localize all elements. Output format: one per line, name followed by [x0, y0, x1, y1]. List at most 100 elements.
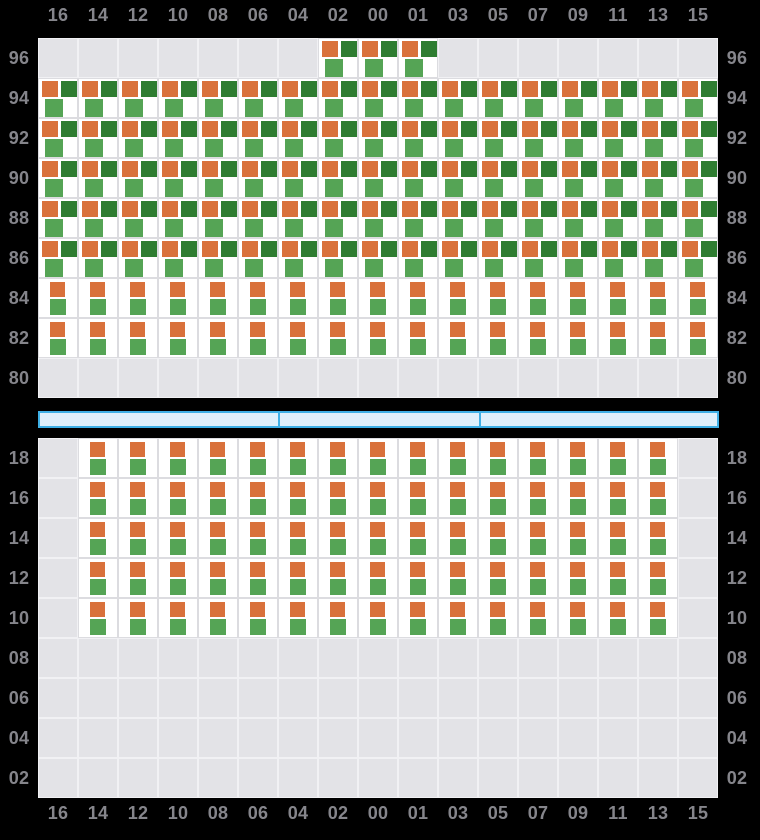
- bay-slot-occupied[interactable]: [118, 158, 158, 198]
- bay-slot-empty[interactable]: [118, 718, 158, 758]
- bay-slot-occupied[interactable]: [38, 118, 78, 158]
- bay-slot-empty[interactable]: [198, 638, 238, 678]
- bay-slot-occupied[interactable]: [398, 318, 438, 358]
- bay-slot-occupied[interactable]: [198, 278, 238, 318]
- bay-slot-occupied[interactable]: [518, 278, 558, 318]
- bay-slot-empty[interactable]: [438, 638, 478, 678]
- bay-slot-occupied[interactable]: [118, 238, 158, 278]
- bay-slot-occupied[interactable]: [238, 318, 278, 358]
- hatch-cover-segment[interactable]: [479, 411, 719, 428]
- bay-slot-occupied[interactable]: [398, 118, 438, 158]
- bay-slot-empty[interactable]: [358, 358, 398, 398]
- bay-slot-empty[interactable]: [38, 718, 78, 758]
- bay-slot-empty[interactable]: [238, 678, 278, 718]
- bay-slot-occupied[interactable]: [558, 438, 598, 478]
- bay-slot-empty[interactable]: [158, 678, 198, 718]
- bay-slot-empty[interactable]: [518, 358, 558, 398]
- bay-slot-occupied[interactable]: [238, 278, 278, 318]
- bay-slot-empty[interactable]: [678, 478, 718, 518]
- bay-slot-occupied[interactable]: [198, 118, 238, 158]
- bay-slot-occupied[interactable]: [518, 558, 558, 598]
- bay-slot-occupied[interactable]: [598, 118, 638, 158]
- bay-slot-occupied[interactable]: [438, 158, 478, 198]
- bay-slot-occupied[interactable]: [558, 478, 598, 518]
- bay-slot-empty[interactable]: [38, 558, 78, 598]
- bay-slot-empty[interactable]: [118, 358, 158, 398]
- bay-slot-occupied[interactable]: [118, 518, 158, 558]
- bay-slot-occupied[interactable]: [518, 118, 558, 158]
- bay-slot-empty[interactable]: [38, 358, 78, 398]
- bay-slot-occupied[interactable]: [238, 158, 278, 198]
- bay-slot-empty[interactable]: [598, 358, 638, 398]
- bay-slot-empty[interactable]: [518, 758, 558, 798]
- bay-slot-occupied[interactable]: [518, 238, 558, 278]
- bay-slot-occupied[interactable]: [438, 518, 478, 558]
- bay-slot-empty[interactable]: [158, 718, 198, 758]
- bay-slot-empty[interactable]: [158, 38, 198, 78]
- bay-slot-occupied[interactable]: [78, 318, 118, 358]
- hatch-cover-segment[interactable]: [278, 411, 481, 428]
- bay-slot-occupied[interactable]: [158, 78, 198, 118]
- bay-slot-occupied[interactable]: [158, 478, 198, 518]
- bay-slot-occupied[interactable]: [318, 438, 358, 478]
- bay-slot-empty[interactable]: [438, 758, 478, 798]
- bay-slot-occupied[interactable]: [518, 598, 558, 638]
- bay-slot-occupied[interactable]: [558, 78, 598, 118]
- bay-slot-occupied[interactable]: [318, 518, 358, 558]
- bay-slot-occupied[interactable]: [598, 278, 638, 318]
- bay-slot-empty[interactable]: [38, 678, 78, 718]
- bay-slot-occupied[interactable]: [478, 118, 518, 158]
- bay-slot-empty[interactable]: [478, 638, 518, 678]
- bay-slot-occupied[interactable]: [598, 518, 638, 558]
- bay-slot-occupied[interactable]: [398, 238, 438, 278]
- bay-slot-empty[interactable]: [558, 718, 598, 758]
- bay-slot-occupied[interactable]: [678, 318, 718, 358]
- bay-slot-empty[interactable]: [678, 558, 718, 598]
- bay-slot-occupied[interactable]: [158, 518, 198, 558]
- bay-slot-empty[interactable]: [38, 638, 78, 678]
- bay-slot-occupied[interactable]: [398, 518, 438, 558]
- bay-slot-occupied[interactable]: [198, 558, 238, 598]
- bay-slot-empty[interactable]: [518, 678, 558, 718]
- bay-slot-empty[interactable]: [278, 38, 318, 78]
- bay-slot-occupied[interactable]: [398, 598, 438, 638]
- bay-slot-occupied[interactable]: [558, 318, 598, 358]
- bay-slot-occupied[interactable]: [278, 118, 318, 158]
- bay-slot-empty[interactable]: [478, 718, 518, 758]
- bay-slot-occupied[interactable]: [38, 238, 78, 278]
- bay-slot-occupied[interactable]: [198, 238, 238, 278]
- bay-slot-occupied[interactable]: [238, 558, 278, 598]
- bay-slot-occupied[interactable]: [118, 118, 158, 158]
- bay-slot-occupied[interactable]: [438, 78, 478, 118]
- bay-slot-occupied[interactable]: [278, 438, 318, 478]
- bay-slot-occupied[interactable]: [358, 598, 398, 638]
- bay-slot-occupied[interactable]: [118, 478, 158, 518]
- bay-slot-occupied[interactable]: [638, 238, 678, 278]
- bay-slot-empty[interactable]: [398, 638, 438, 678]
- bay-slot-occupied[interactable]: [78, 238, 118, 278]
- bay-slot-empty[interactable]: [598, 38, 638, 78]
- bay-slot-occupied[interactable]: [118, 198, 158, 238]
- bay-slot-empty[interactable]: [238, 638, 278, 678]
- bay-slot-occupied[interactable]: [478, 478, 518, 518]
- bay-slot-occupied[interactable]: [198, 158, 238, 198]
- bay-slot-empty[interactable]: [198, 358, 238, 398]
- bay-slot-occupied[interactable]: [198, 198, 238, 238]
- bay-slot-occupied[interactable]: [558, 198, 598, 238]
- bay-slot-occupied[interactable]: [278, 598, 318, 638]
- bay-slot-empty[interactable]: [318, 718, 358, 758]
- bay-slot-occupied[interactable]: [478, 278, 518, 318]
- bay-slot-occupied[interactable]: [198, 78, 238, 118]
- bay-slot-occupied[interactable]: [358, 118, 398, 158]
- bay-slot-occupied[interactable]: [238, 598, 278, 638]
- bay-slot-empty[interactable]: [318, 758, 358, 798]
- bay-slot-occupied[interactable]: [478, 518, 518, 558]
- bay-slot-occupied[interactable]: [558, 558, 598, 598]
- bay-slot-occupied[interactable]: [358, 198, 398, 238]
- bay-slot-occupied[interactable]: [638, 438, 678, 478]
- bay-slot-empty[interactable]: [478, 358, 518, 398]
- bay-slot-empty[interactable]: [398, 758, 438, 798]
- bay-slot-occupied[interactable]: [278, 238, 318, 278]
- bay-slot-occupied[interactable]: [678, 278, 718, 318]
- bay-slot-empty[interactable]: [478, 38, 518, 78]
